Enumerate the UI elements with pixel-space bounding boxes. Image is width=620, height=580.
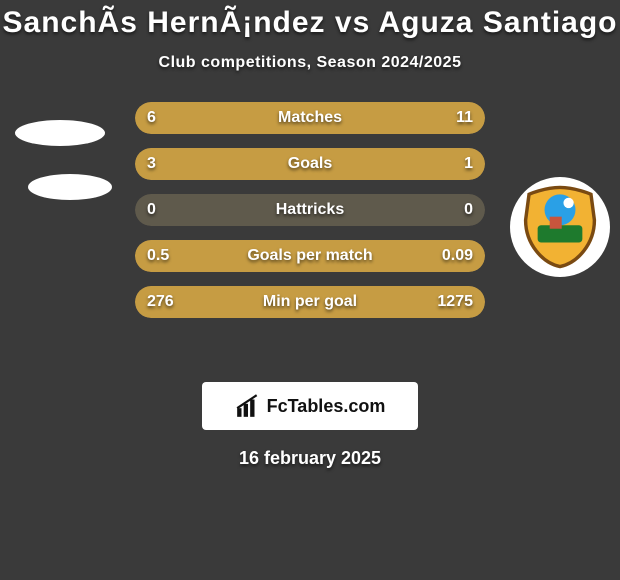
bars-icon [235, 393, 261, 419]
stat-rows: 6Matches11 3Goals1 0Hattricks0 0.5Goals per… [135, 102, 485, 318]
stat-label: Goals per match [135, 240, 485, 272]
left-ellipse-2 [28, 174, 112, 200]
stat-label: Matches [135, 102, 485, 134]
club-right-crest [510, 177, 610, 277]
stat-row: 3Goals1 [135, 148, 485, 180]
stat-value-b: 0.09 [442, 240, 473, 272]
stat-label: Hattricks [135, 194, 485, 226]
subtitle: Club competitions, Season 2024/2025 [0, 40, 620, 72]
comparison-arena: 6Matches11 3Goals1 0Hattricks0 0.5Goals per… [0, 102, 620, 362]
stat-value-b: 0 [464, 194, 473, 226]
stat-row: 6Matches11 [135, 102, 485, 134]
stat-value-b: 1275 [437, 286, 473, 318]
page-title: SanchÃ­s HernÃ¡ndez vs Aguza Santiago [0, 0, 620, 40]
logo-text: FcTables.com [267, 396, 386, 417]
date-text: 16 february 2025 [0, 430, 620, 469]
fctables-logo: FcTables.com [202, 382, 418, 430]
stat-value-b: 1 [464, 148, 473, 180]
stat-row: 276Min per goal1275 [135, 286, 485, 318]
stat-label: Goals [135, 148, 485, 180]
crest-icon [517, 184, 603, 270]
left-ellipse-1 [15, 120, 105, 146]
stat-row: 0Hattricks0 [135, 194, 485, 226]
stat-label: Min per goal [135, 286, 485, 318]
stat-value-b: 11 [456, 102, 473, 134]
stat-row: 0.5Goals per match0.09 [135, 240, 485, 272]
